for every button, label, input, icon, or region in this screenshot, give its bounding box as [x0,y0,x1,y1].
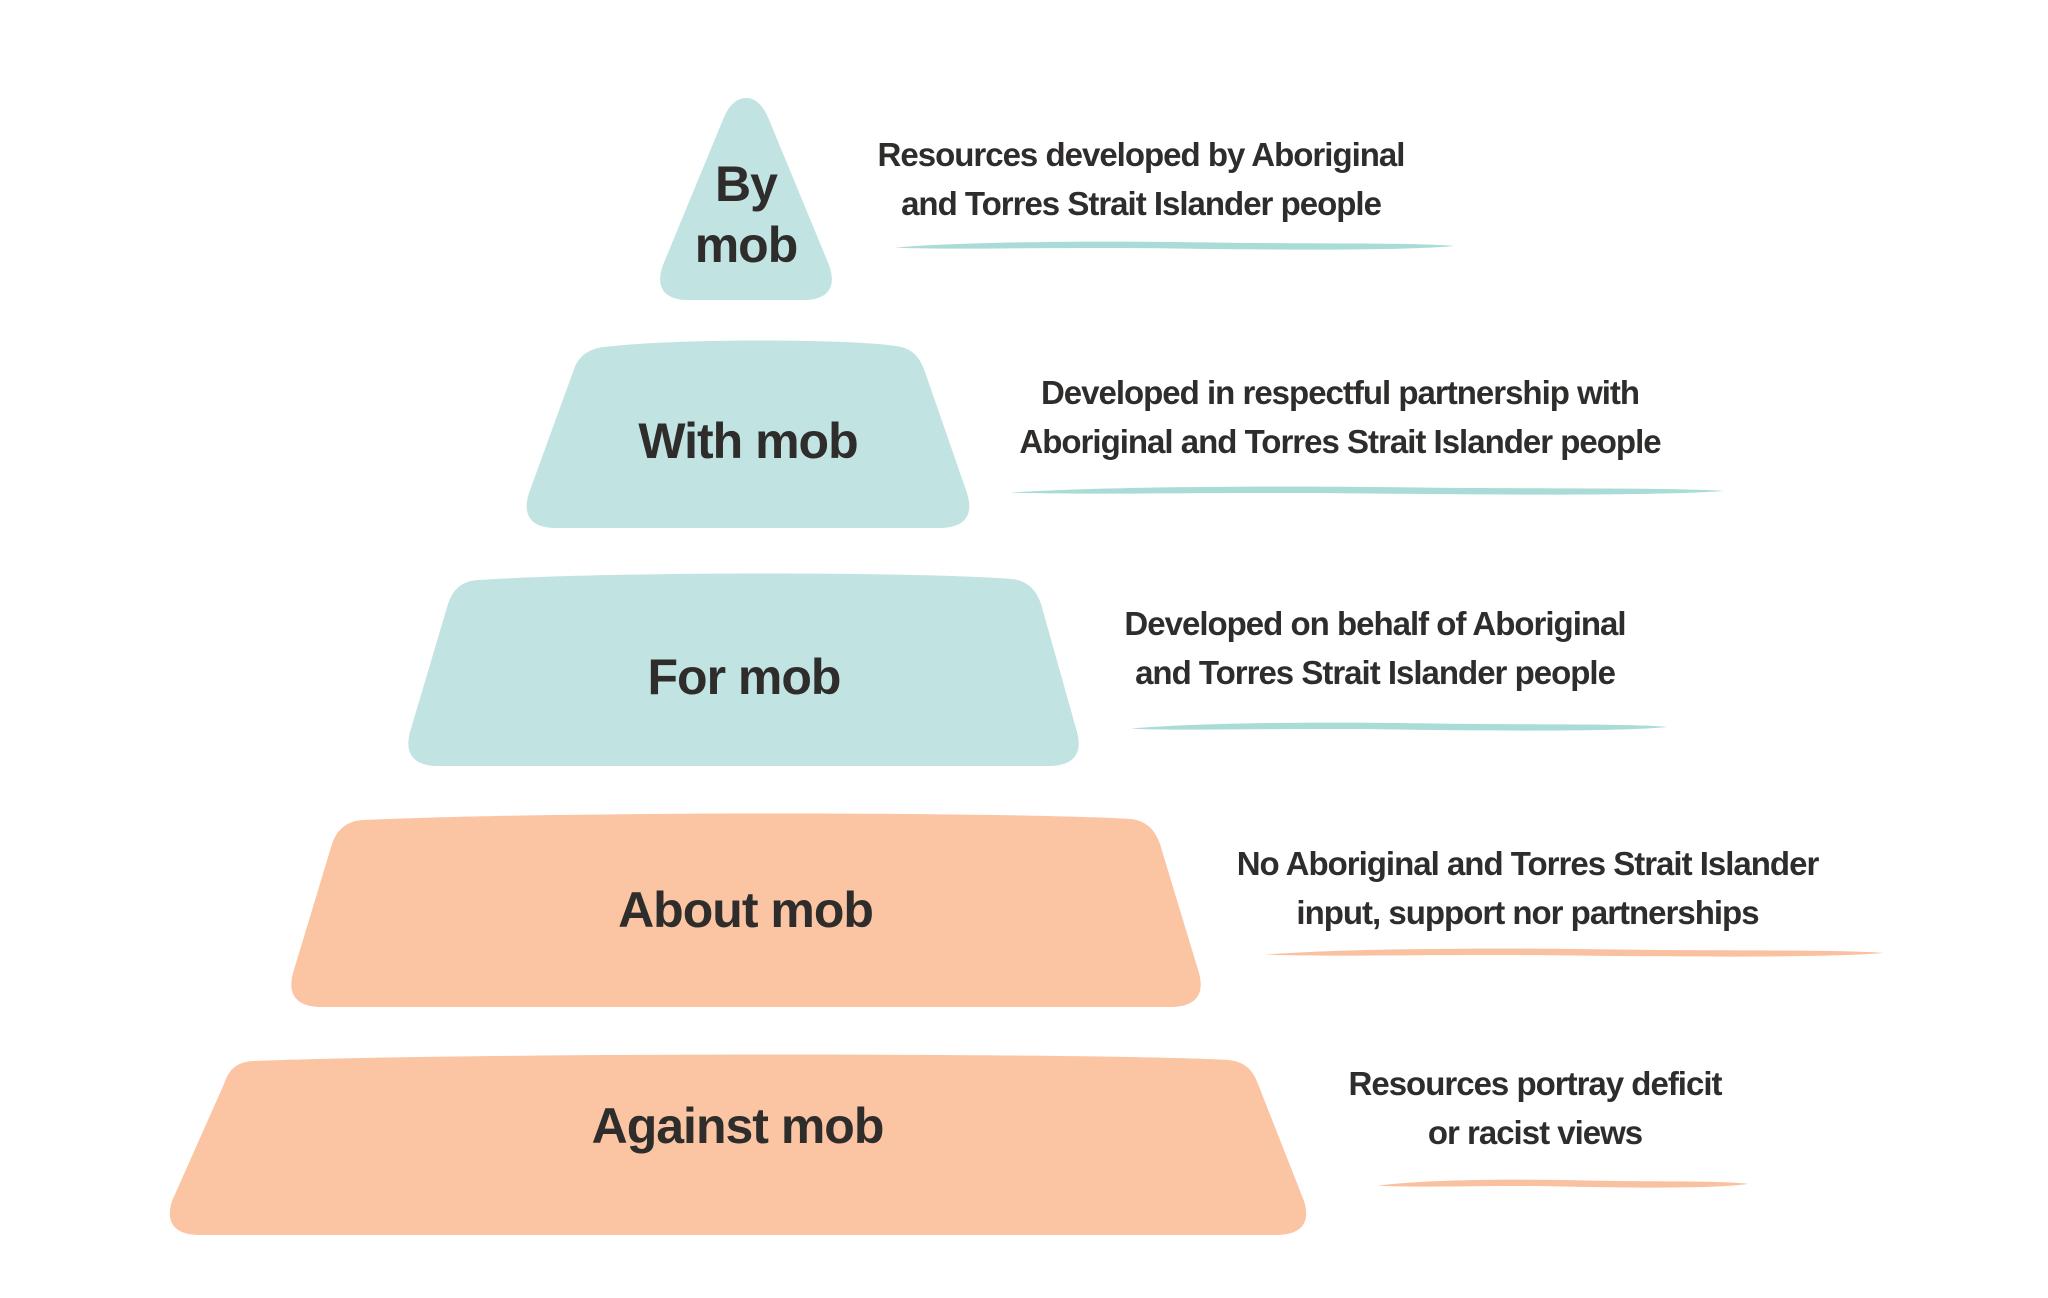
by-mob-label-line2: mob [694,217,799,273]
against-mob-shape [169,1054,1307,1235]
for-mob-description: Developed on behalf of Aboriginal and To… [1075,599,1675,697]
with-mob-shape [526,340,970,528]
pyramid-level-with-mob: With mob [520,335,976,531]
pyramid-level-by-mob: By mob [642,95,850,303]
description-line: Aboriginal and Torres Strait Islander pe… [1019,423,1661,460]
by-mob-description: Resources developed by Aboriginal and To… [846,130,1436,228]
against-mob-underline-stroke [1374,1176,1752,1190]
description-line: and Torres Strait Islander people [901,185,1382,222]
about-mob-underline-stroke [1259,945,1890,959]
with-mob-description: Developed in respectful partnership with… [955,368,1725,466]
for-mob-label: For mob [647,649,842,705]
description-line: No Aboriginal and Torres Strait Islander [1236,845,1820,882]
against-mob-description: Resources portray deficit or racist view… [1310,1059,1760,1157]
description-line: or racist views [1427,1114,1643,1151]
about-mob-shape [291,813,1201,1007]
description-line: Resources developed by Aboriginal [877,136,1406,173]
pyramid-level-against-mob: Against mob [161,1049,1314,1240]
description-line: and Torres Strait Islander people [1135,654,1616,691]
pyramid-level-about-mob: About mob [283,808,1208,1012]
by-mob-underline-stroke [889,238,1460,252]
about-mob-description: No Aboriginal and Torres Strait Islander… [1195,839,1860,937]
pyramid-level-for-mob: For mob [402,568,1086,771]
description-line: Resources portray deficit [1348,1065,1723,1102]
against-mob-label: Against mob [591,1097,885,1154]
with-mob-label: With mob [638,412,858,469]
by-mob-label-line1: By [715,156,778,212]
by-mob-shape [660,98,832,300]
by-mob-label: By mob [642,95,850,303]
for-mob-shape [408,573,1079,766]
description-line: input, support nor partnerships [1296,894,1759,931]
with-mob-underline-stroke [1003,483,1732,497]
description-line: Developed in respectful partnership with [1040,374,1640,411]
about-mob-label: About mob [618,881,874,938]
for-mob-underline-stroke [1125,719,1673,733]
description-line: Developed on behalf of Aboriginal [1124,605,1626,642]
